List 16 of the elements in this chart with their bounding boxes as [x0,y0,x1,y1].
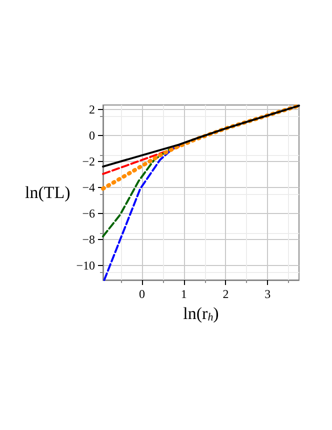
y-tick-label: 2 [89,102,95,117]
line-series [102,148,171,238]
y-tick-label: 0 [89,128,95,143]
x-tick-label: 3 [264,287,271,301]
y-axis-title: ln(TL) [25,183,70,202]
line-series [102,104,300,168]
line-series [103,143,183,281]
x-tick-label: 2 [222,287,229,301]
x-tick-label: 0 [138,287,145,301]
line-series [101,104,301,191]
y-tick-label: −2 [82,154,95,169]
y-tick-label: −8 [82,232,95,247]
y-tick-label: −10 [76,258,95,273]
x-tick-label: 1 [180,287,187,301]
y-tick-label: −6 [82,206,95,221]
y-tick-label: −4 [82,180,95,195]
